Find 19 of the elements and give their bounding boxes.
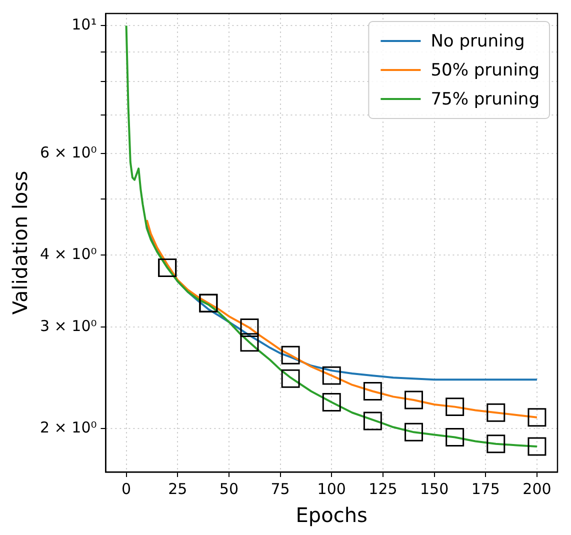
y-tick-label: 10¹ (72, 16, 97, 34)
legend-label: 50% pruning (430, 60, 540, 80)
x-axis-title: Epochs (296, 503, 368, 528)
y-tick-label: 4 × 10⁰ (40, 244, 97, 263)
x-tick-label: 0 (122, 480, 132, 498)
x-tick-label: 150 (420, 480, 449, 498)
y-axis-title: Validation loss (8, 170, 32, 315)
y-tick-label: 2 × 10⁰ (40, 418, 97, 436)
legend-label: 75% pruning (430, 89, 540, 110)
x-tick-label: 100 (317, 480, 346, 498)
x-tick-label: 200 (522, 480, 552, 498)
y-tick-label: 3 × 10⁰ (40, 316, 97, 335)
x-tick-label: 50 (219, 480, 238, 498)
x-tick-label: 175 (471, 480, 500, 498)
x-tick-label: 25 (168, 480, 188, 498)
x-tick-label: 75 (270, 480, 290, 498)
legend-label: No pruning (430, 31, 525, 52)
y-tick-label: 6 × 10⁰ (40, 143, 97, 162)
x-tick-label: 125 (368, 480, 398, 498)
